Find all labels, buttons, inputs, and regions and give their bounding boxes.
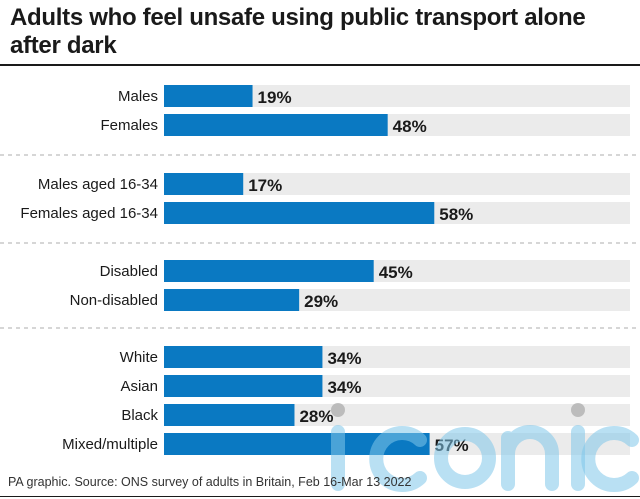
bar-track bbox=[164, 173, 630, 195]
value-label: 57% bbox=[435, 436, 469, 455]
bar bbox=[164, 289, 300, 311]
bar bbox=[164, 375, 323, 397]
bar-track bbox=[164, 85, 630, 107]
category-label: White bbox=[120, 349, 158, 366]
bar bbox=[164, 85, 253, 107]
category-label: Males bbox=[118, 88, 158, 105]
bar bbox=[164, 433, 430, 455]
category-label: Females aged 16-34 bbox=[20, 205, 158, 222]
bar bbox=[164, 173, 244, 195]
bar bbox=[164, 114, 388, 136]
bar-chart: Males 19% Females 48% Males aged 16-34 17% Fem… bbox=[0, 85, 640, 455]
category-label: Black bbox=[121, 407, 158, 424]
bar bbox=[164, 260, 374, 282]
category-label: Males aged 16-34 bbox=[38, 176, 158, 193]
value-label: 34% bbox=[327, 349, 361, 368]
category-label: Mixed/multiple bbox=[62, 436, 158, 453]
bar bbox=[164, 202, 435, 224]
category-label: Asian bbox=[120, 378, 158, 395]
category-label: Disabled bbox=[100, 263, 158, 280]
value-label: 17% bbox=[248, 176, 282, 195]
value-label: 28% bbox=[299, 407, 333, 426]
source-note: PA graphic. Source: ONS survey of adults… bbox=[8, 475, 412, 489]
chart-title: Adults who feel unsafe using public tran… bbox=[10, 4, 586, 59]
value-label: 29% bbox=[304, 292, 338, 311]
value-label: 48% bbox=[393, 117, 427, 136]
category-label: Non-disabled bbox=[70, 292, 158, 309]
category-label: Females bbox=[100, 117, 158, 134]
title-rule bbox=[0, 64, 640, 66]
value-label: 19% bbox=[258, 88, 292, 107]
value-label: 34% bbox=[327, 378, 361, 397]
value-label: 45% bbox=[379, 263, 413, 282]
bar bbox=[164, 404, 295, 426]
value-label: 58% bbox=[439, 205, 473, 224]
bottom-rule bbox=[0, 496, 640, 497]
bar bbox=[164, 346, 323, 368]
